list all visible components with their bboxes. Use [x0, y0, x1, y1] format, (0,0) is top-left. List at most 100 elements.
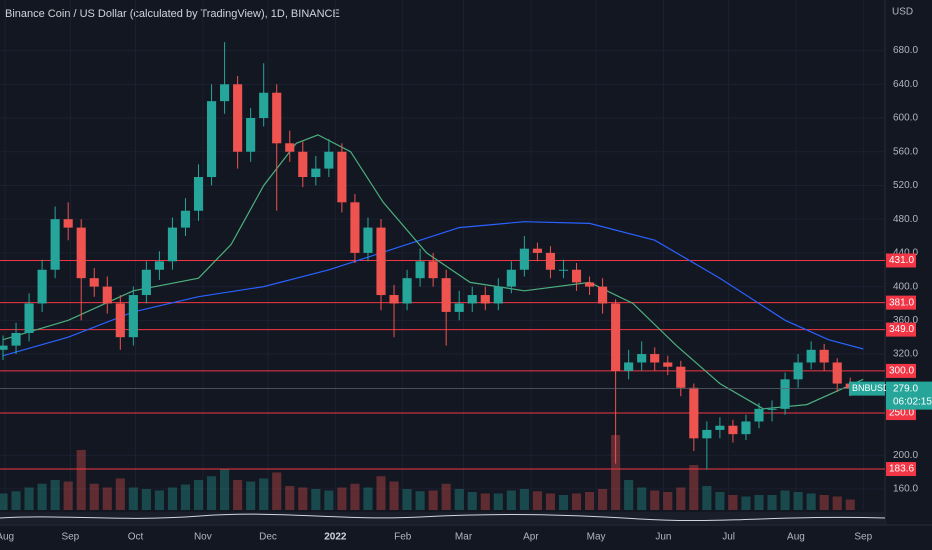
moving-average: [2, 221, 864, 357]
candle-body: [24, 303, 34, 333]
volume-bar: [220, 468, 230, 510]
level-label: 431.0: [889, 255, 914, 266]
x-tick-label: Apr: [523, 532, 539, 543]
volume-bar: [272, 472, 282, 510]
y-tick-label: 560.0: [893, 146, 918, 157]
candle-body: [76, 227, 86, 279]
volume-bar: [376, 476, 386, 510]
candle-body: [89, 278, 99, 287]
candle-body: [819, 349, 829, 363]
candle-body: [220, 84, 230, 102]
volume-bar: [363, 487, 373, 510]
y-tick-label: 160.0: [893, 484, 918, 495]
candle-body: [259, 92, 269, 119]
level-label: 381.0: [889, 297, 914, 308]
candle-body: [519, 248, 529, 270]
y-tick-label: 440.0: [893, 248, 918, 259]
volume-bar: [11, 491, 21, 510]
x-tick-label: Oct: [128, 532, 144, 543]
volume-bar: [493, 493, 503, 510]
volume-bar: [259, 478, 269, 510]
volume-bar: [441, 483, 451, 510]
candle-body: [193, 177, 204, 211]
volume-bar: [480, 493, 490, 510]
candle-body: [702, 429, 712, 439]
volume-bar: [663, 492, 673, 510]
volume-bar: [832, 496, 842, 510]
symbol-label: BNBUSD: [852, 383, 890, 393]
candle-body: [272, 92, 282, 144]
y-tick-label: 680.0: [893, 45, 918, 56]
volume-bar: [545, 493, 556, 510]
y-tick-label: 640.0: [893, 79, 918, 90]
level-label: 183.6: [889, 464, 914, 475]
y-tick-label: 480.0: [893, 214, 918, 225]
y-tick-label: 200.0: [893, 450, 918, 461]
price-box: [886, 381, 932, 410]
candle-body: [558, 269, 569, 271]
moving-average: [2, 134, 864, 410]
y-tick-label: 320.0: [893, 349, 918, 360]
volume-bar: [63, 481, 73, 510]
candle-body: [754, 408, 764, 422]
y-tick-label: 520.0: [893, 180, 918, 191]
candle-body: [115, 303, 125, 338]
candle-body: [715, 425, 725, 430]
volume-bar: [506, 490, 516, 510]
volume-bar: [415, 491, 425, 510]
volume-bar: [141, 489, 151, 510]
volume-bar: [154, 490, 164, 510]
candle-body: [493, 286, 503, 304]
candle-body: [233, 84, 243, 152]
candle-body: [102, 286, 112, 304]
volume-bar: [206, 476, 217, 510]
volume-bar: [793, 492, 803, 510]
volume-bar: [324, 490, 334, 510]
candle-body: [611, 303, 621, 371]
candle-body: [246, 118, 256, 152]
volume-bar: [676, 487, 686, 510]
candle-body: [363, 227, 373, 253]
x-tick-label: Sep: [61, 532, 79, 543]
candle-body: [532, 248, 542, 253]
volume-bar: [728, 495, 738, 510]
candle-body: [285, 143, 295, 152]
candle-body: [11, 332, 21, 346]
candle-body: [441, 278, 451, 312]
volume-bar: [311, 489, 321, 510]
volume-bar: [50, 480, 60, 510]
level-label-box: [886, 322, 916, 337]
volume-bar: [193, 480, 204, 510]
level-label-box: [886, 462, 916, 477]
candle-body: [128, 295, 138, 338]
x-tick-label: Jun: [655, 532, 671, 543]
level-label: 300.0: [889, 366, 914, 377]
candle-body: [50, 219, 60, 270]
x-tick-label: 2022: [324, 532, 347, 543]
volume-bar: [532, 491, 542, 510]
x-tick-label: May: [587, 532, 606, 543]
volume-bar: [584, 492, 595, 510]
volume-bar: [402, 489, 412, 510]
candle-body: [0, 345, 8, 350]
volume-bar: [689, 465, 699, 510]
candle-body: [598, 286, 608, 304]
symbol-box: [849, 381, 885, 396]
volume-bar: [0, 493, 8, 510]
volume-bar: [806, 493, 816, 510]
y-tick-label: 400.0: [893, 281, 918, 292]
volume-bar: [102, 487, 112, 510]
volume-bar: [702, 486, 712, 510]
y-tick-label: 360.0: [893, 315, 918, 326]
candle-body: [454, 303, 464, 312]
volume-bar: [650, 490, 660, 510]
volume-bar: [845, 499, 855, 510]
candle-body: [324, 151, 334, 169]
x-tick-label: Sep: [854, 532, 872, 543]
volume-bar: [519, 489, 529, 510]
candle-body: [154, 261, 164, 270]
level-label: 250.0: [889, 408, 914, 419]
volume-bar: [37, 483, 47, 510]
candle-body: [167, 227, 178, 262]
